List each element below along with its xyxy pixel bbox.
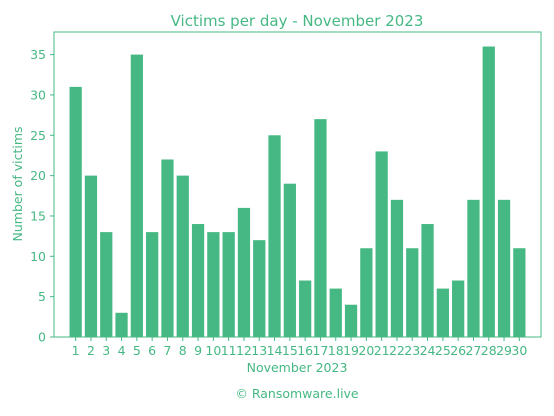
x-tick-label: 28	[481, 343, 497, 358]
x-tick-label: 23	[404, 343, 420, 358]
bar-day-22	[390, 199, 404, 337]
bar-day-5	[130, 54, 143, 338]
bar-day-10	[207, 232, 220, 337]
x-tick-label: 8	[179, 343, 187, 358]
y-tick-label: 20	[30, 168, 46, 183]
x-tick-label: 30	[511, 343, 527, 358]
bar-day-2	[84, 175, 98, 337]
x-tick-label: 14	[267, 343, 283, 358]
bar-day-6	[146, 232, 159, 337]
credit-text: © Ransomware.live	[235, 386, 359, 401]
x-tick-label: 25	[435, 343, 451, 358]
x-tick-label: 13	[251, 343, 267, 358]
bar-day-12	[237, 207, 251, 337]
bar-day-25	[436, 288, 449, 337]
bar-day-16	[299, 280, 312, 337]
x-tick-label: 12	[236, 343, 252, 358]
x-tick-label: 20	[358, 343, 374, 358]
x-tick-label: 1	[72, 343, 80, 358]
bar-day-1	[69, 86, 82, 338]
y-tick-label: 0	[38, 330, 46, 345]
y-axis-label: Number of victims	[10, 126, 25, 241]
x-tick-label: 17	[312, 343, 328, 358]
x-tick-label: 11	[221, 343, 237, 358]
bar-day-23	[406, 248, 419, 337]
x-tick-label: 5	[133, 343, 141, 358]
y-tick-label: 5	[38, 289, 46, 304]
y-tick-label: 25	[30, 128, 46, 143]
bar-day-3	[100, 232, 113, 337]
bar-series	[69, 46, 526, 338]
bar-day-7	[161, 159, 174, 337]
y-tick-label: 30	[30, 87, 46, 102]
x-tick-label: 7	[163, 343, 171, 358]
chart-title: Victims per day - November 2023	[171, 12, 424, 30]
x-axis: 1 2 3 4 5 6 7 8 9 10 11 12 13 14 15 16 17 18 19 20 21 22 23 24 2…	[72, 337, 527, 358]
x-tick-label: 26	[450, 343, 466, 358]
bar-day-19	[344, 304, 358, 337]
bar-day-24	[421, 224, 434, 337]
bar-day-30	[513, 248, 526, 337]
y-tick-label: 15	[30, 208, 46, 223]
x-tick-label: 24	[420, 343, 436, 358]
x-tick-label: 21	[374, 343, 390, 358]
bar-day-14	[268, 135, 281, 337]
bar-day-21	[375, 151, 388, 337]
bar-day-28	[482, 46, 495, 338]
x-tick-label: 16	[297, 343, 313, 358]
bar-day-8	[176, 175, 189, 337]
x-tick-label: 6	[148, 343, 156, 358]
x-tick-label: 15	[282, 343, 298, 358]
bar-day-20	[360, 248, 373, 337]
x-tick-label: 27	[465, 343, 481, 358]
x-tick-label: 3	[102, 343, 110, 358]
bar-day-18	[329, 288, 342, 337]
x-tick-label: 4	[118, 343, 126, 358]
bar-day-15	[283, 183, 296, 337]
y-axis: 0 5 10 15 20 25 30 35	[30, 47, 54, 345]
x-tick-label: 10	[205, 343, 221, 358]
y-tick-label: 35	[30, 47, 46, 62]
bar-day-13	[253, 240, 266, 337]
bar-day-26	[452, 280, 465, 337]
bar-day-9	[191, 224, 205, 337]
x-tick-label: 2	[87, 343, 95, 358]
bar-day-4	[115, 312, 128, 337]
x-tick-label: 9	[194, 343, 202, 358]
x-tick-label: 18	[328, 343, 344, 358]
bar-day-29	[497, 199, 511, 337]
bar-day-27	[467, 199, 480, 337]
bar-day-11	[222, 232, 235, 337]
x-tick-label: 22	[389, 343, 405, 358]
x-axis-label: November 2023	[247, 360, 348, 375]
y-tick-label: 10	[30, 249, 46, 264]
x-tick-label: 19	[343, 343, 359, 358]
bar-day-17	[314, 119, 327, 337]
x-tick-label: 29	[496, 343, 512, 358]
plot-frame	[53, 31, 542, 338]
